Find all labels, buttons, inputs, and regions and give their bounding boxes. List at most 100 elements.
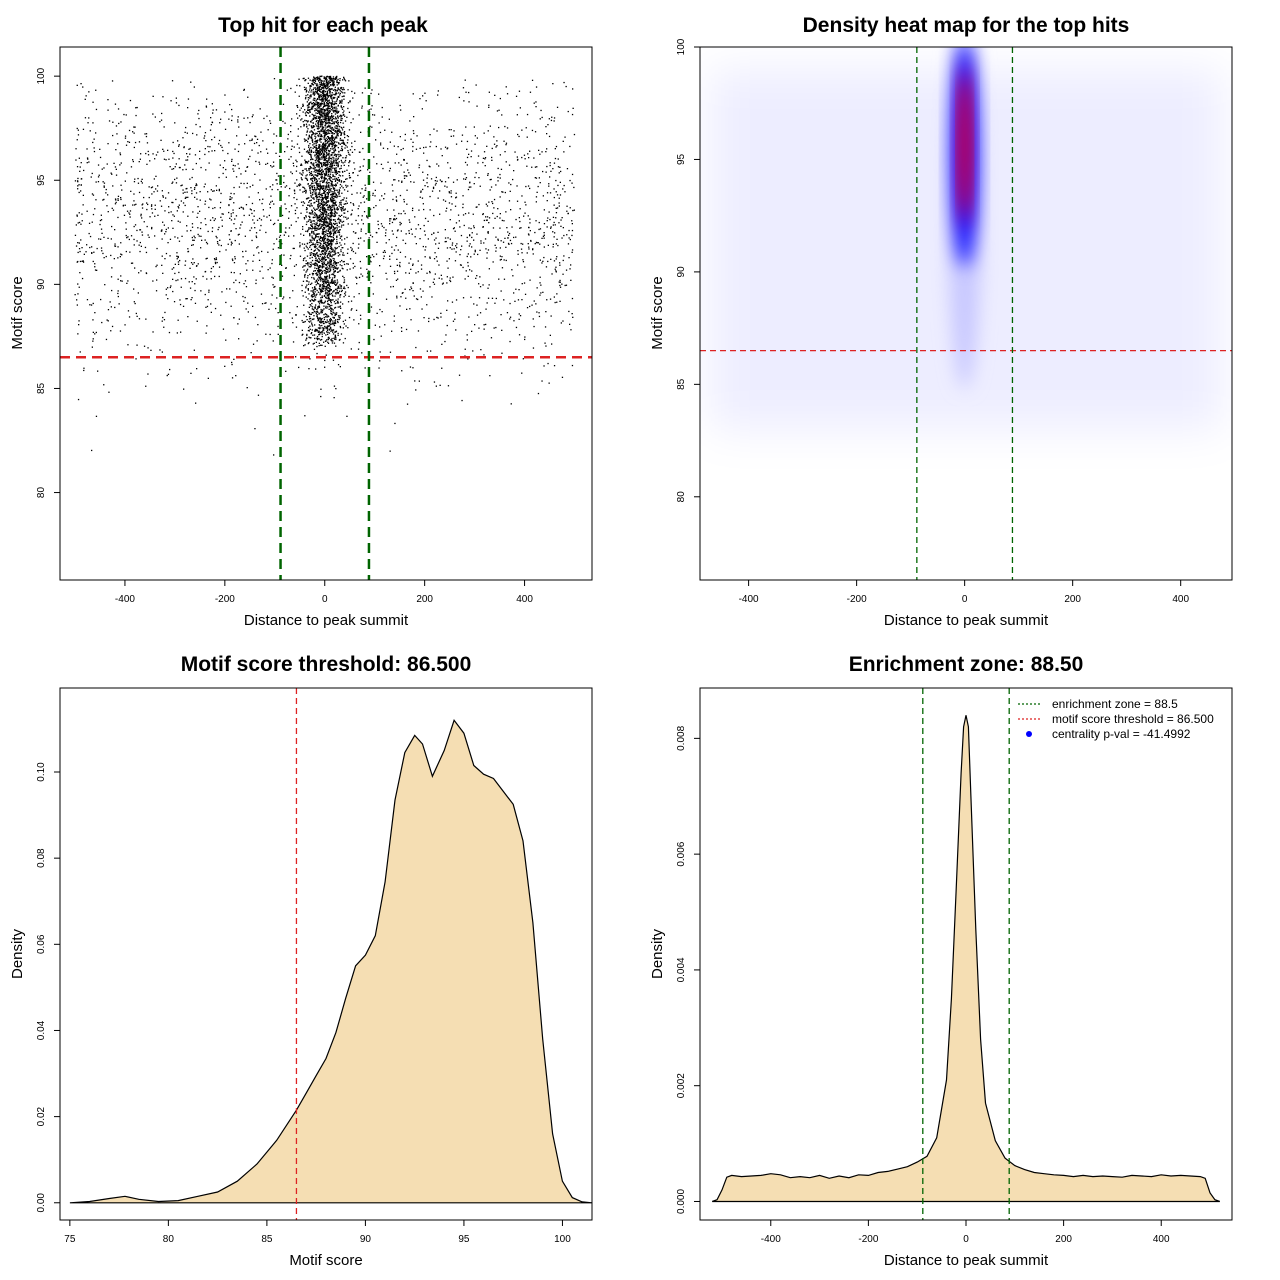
scatter-point: [486, 257, 488, 259]
scatter-point: [321, 272, 323, 274]
scatter-point: [336, 287, 339, 289]
scatter-point: [181, 235, 183, 237]
scatter-point: [535, 241, 538, 244]
scatter-point: [219, 164, 221, 166]
scatter-point: [310, 265, 312, 267]
scatter-point: [313, 145, 315, 148]
scatter-point: [316, 263, 318, 265]
scatter-point: [357, 237, 360, 240]
scatter-point: [313, 277, 315, 279]
scatter-point: [138, 244, 140, 246]
scatter-point: [352, 262, 354, 265]
scatter-point: [279, 234, 282, 237]
scatter-point: [468, 227, 470, 229]
scatter-point: [276, 297, 278, 299]
scatter-point: [183, 146, 185, 148]
scatter-point: [356, 192, 358, 194]
scatter-point: [197, 233, 199, 236]
scatter-point: [210, 267, 213, 270]
scatter-point: [336, 212, 338, 214]
scatter-point: [317, 244, 319, 246]
scatter-point: [369, 171, 371, 173]
scatter-point: [330, 313, 333, 315]
scatter-point: [446, 186, 448, 188]
scatter-point: [306, 105, 309, 107]
scatter-point: [467, 358, 469, 360]
scatter-point: [310, 151, 312, 153]
scatter-point: [306, 130, 309, 132]
scatter-point: [86, 299, 89, 301]
scatter-point: [315, 182, 318, 184]
scatter-point: [482, 161, 484, 164]
scatter-point: [468, 186, 470, 188]
scatter-point: [317, 89, 319, 91]
scatter-point: [302, 121, 304, 123]
scatter-point: [317, 317, 319, 319]
scatter-point: [316, 216, 319, 218]
scatter-point: [347, 190, 349, 192]
scatter-point: [222, 149, 224, 152]
scatter-point: [156, 279, 158, 281]
scatter-point: [321, 145, 323, 147]
scatter-point: [167, 192, 170, 194]
scatter-point: [307, 342, 309, 345]
scatter-point: [182, 211, 184, 213]
scatter-point: [333, 81, 335, 83]
scatter-point: [82, 86, 84, 88]
scatter-point: [333, 250, 335, 252]
scatter-point: [360, 230, 362, 232]
scatter-point: [508, 164, 511, 166]
scatter-point: [336, 182, 339, 184]
scatter-point: [529, 279, 531, 281]
scatter-point: [524, 293, 527, 295]
scatter-point: [318, 178, 320, 180]
scatter-point: [364, 367, 366, 369]
scatter-point: [92, 194, 95, 196]
scatter-point: [447, 300, 449, 302]
scatter-point: [176, 210, 178, 212]
scatter-point: [224, 160, 226, 162]
scatter-point: [324, 77, 326, 79]
scatter-point: [271, 262, 273, 265]
scatter-point: [125, 144, 128, 146]
scatter-point: [336, 279, 338, 281]
scatter-point: [270, 195, 272, 197]
scatter-point: [309, 257, 311, 259]
scatter-point: [202, 275, 204, 278]
scatter-point: [337, 105, 339, 107]
scatter-point: [240, 206, 242, 208]
scatter-point: [341, 149, 343, 152]
scatter-point: [366, 198, 368, 200]
scatter-point: [460, 249, 462, 251]
scatter-point: [379, 351, 381, 353]
scatter-point: [330, 165, 332, 167]
scatter-point: [403, 175, 406, 177]
scatter-point: [341, 239, 343, 241]
scatter-point: [327, 100, 329, 103]
scatter-point: [166, 374, 168, 377]
scatter-point: [309, 187, 312, 189]
scatter-point: [234, 165, 236, 167]
scatter-point: [324, 157, 326, 159]
scatter-point: [338, 193, 340, 195]
scatter-point: [328, 206, 331, 208]
scatter-point: [339, 269, 341, 271]
scatter-point: [325, 121, 327, 124]
scatter-point: [436, 180, 438, 182]
scatter-point: [138, 161, 140, 163]
scatter-point: [291, 172, 293, 175]
scatter-point: [325, 204, 327, 207]
scatter-point: [321, 296, 323, 299]
scatter-point: [309, 252, 311, 254]
scatter-point: [340, 154, 342, 157]
scatter-point: [182, 192, 184, 194]
scatter-point: [315, 284, 317, 286]
scatter-point: [240, 173, 242, 175]
scatter-point: [311, 106, 313, 108]
scatter-point: [309, 85, 311, 87]
scatter-point: [559, 279, 561, 282]
scatter-point: [399, 265, 401, 268]
scatter-point: [314, 270, 317, 272]
scatter-point: [325, 137, 327, 139]
scatter-point: [95, 89, 97, 91]
